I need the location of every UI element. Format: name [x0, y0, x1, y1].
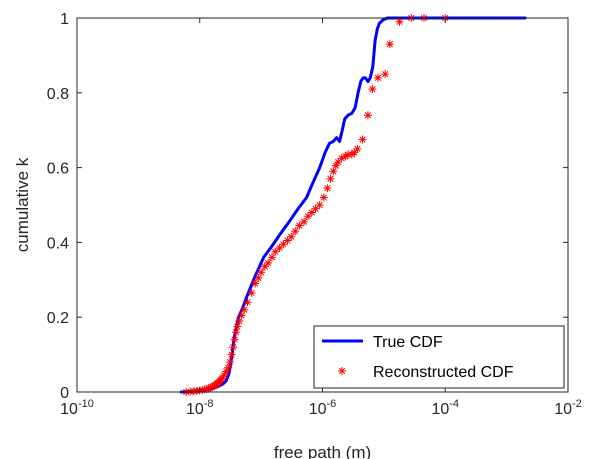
- data-point-reconstructed-cdf: [329, 167, 338, 176]
- data-point-reconstructed-cdf: [303, 212, 312, 221]
- data-point-reconstructed-cdf: [247, 288, 256, 297]
- y-tick-label: 1: [60, 11, 69, 28]
- data-point-reconstructed-cdf: [300, 217, 309, 226]
- data-point-reconstructed-cdf: [323, 184, 332, 193]
- data-point-reconstructed-cdf: [230, 335, 239, 344]
- data-point-reconstructed-cdf: [319, 193, 328, 202]
- data-point-reconstructed-cdf: [232, 328, 241, 337]
- x-tick-label: 10-4: [431, 398, 459, 418]
- data-point-reconstructed-cdf: [353, 144, 362, 153]
- data-point-reconstructed-cdf: [240, 305, 249, 314]
- data-point-reconstructed-cdf: [363, 111, 372, 120]
- legend-asterisk: [338, 367, 346, 375]
- data-point-reconstructed-cdf: [229, 343, 238, 352]
- data-point-reconstructed-cdf: [373, 73, 382, 82]
- data-point-reconstructed-cdf: [224, 363, 233, 372]
- legend-marker-reconstructed-cdf: [338, 367, 346, 375]
- data-point-reconstructed-cdf: [311, 204, 320, 213]
- y-tick-label: 0.4: [47, 235, 69, 252]
- data-point-reconstructed-cdf: [368, 85, 377, 94]
- data-point-reconstructed-cdf: [283, 236, 292, 245]
- data-point-reconstructed-cdf: [385, 40, 394, 49]
- data-point-reconstructed-cdf: [257, 268, 266, 277]
- legend-label-reconstructed-cdf: Reconstructed CDF: [373, 364, 514, 381]
- data-point-reconstructed-cdf: [254, 273, 263, 282]
- x-axis-title: free path (m): [274, 443, 371, 459]
- legend-label-true-cdf: True CDF: [373, 334, 443, 351]
- data-point-reconstructed-cdf: [295, 221, 304, 230]
- y-tick-label: 0.2: [47, 310, 69, 327]
- data-point-reconstructed-cdf: [358, 135, 367, 144]
- data-point-reconstructed-cdf: [251, 279, 260, 288]
- y-tick-label: 0: [60, 385, 69, 402]
- data-point-reconstructed-cdf: [264, 258, 273, 267]
- data-point-reconstructed-cdf: [291, 227, 300, 236]
- data-point-reconstructed-cdf: [267, 253, 276, 262]
- x-tick-label: 10-2: [554, 398, 582, 418]
- data-point-reconstructed-cdf: [225, 358, 234, 367]
- data-point-reconstructed-cdf: [381, 70, 390, 79]
- x-tick-label: 10-8: [186, 398, 214, 418]
- data-point-reconstructed-cdf: [326, 174, 335, 183]
- data-point-reconstructed-cdf: [395, 17, 404, 26]
- ticks-layer: 10-10 10-8 10-6 10-4 10-2 0 0.2 0.4 0.6 0.8 1: [47, 11, 582, 418]
- x-tick-label: 10-6: [309, 398, 337, 418]
- data-point-reconstructed-cdf: [227, 350, 236, 359]
- y-tick-label: 0.6: [47, 161, 69, 178]
- data-point-reconstructed-cdf: [287, 232, 296, 241]
- y-axis-title: cumulative k: [13, 157, 32, 252]
- y-tick-label: 0.8: [47, 86, 69, 103]
- x-tick-label: 10-10: [60, 398, 94, 418]
- data-point-reconstructed-cdf: [315, 201, 324, 209]
- legend: True CDF Reconstructed CDF: [313, 325, 565, 389]
- legend-box: [313, 325, 565, 389]
- data-point-reconstructed-cdf: [243, 298, 252, 307]
